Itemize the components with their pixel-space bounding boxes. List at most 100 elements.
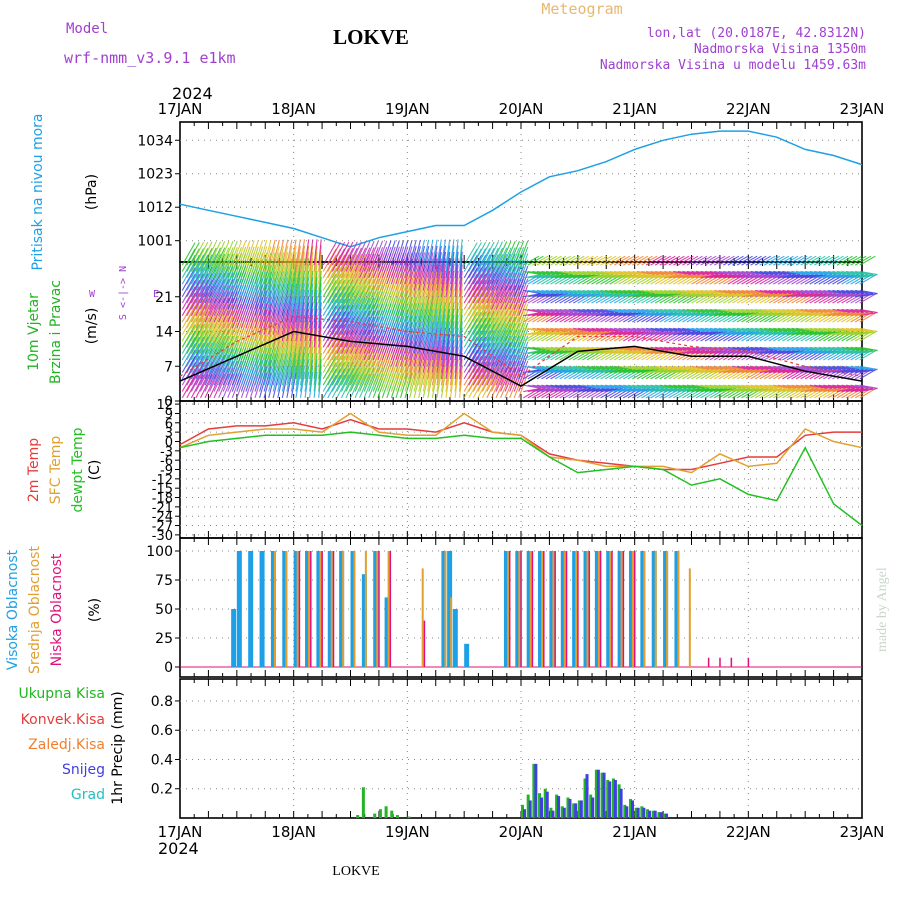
wind-barb — [295, 283, 301, 310]
wind-barb — [327, 355, 341, 380]
wind-barb — [331, 286, 346, 310]
wind-barb — [222, 272, 234, 297]
wind-barb — [459, 264, 463, 291]
wind-barb — [600, 274, 619, 279]
wind-barb — [855, 289, 873, 295]
wind-barb — [295, 252, 301, 278]
wind-barb — [809, 255, 826, 266]
wind-barb — [190, 324, 205, 348]
wind-barb — [627, 330, 646, 336]
wind-barb — [718, 365, 737, 370]
wind-barb — [259, 360, 268, 386]
wind-barb — [559, 270, 578, 276]
precip-bar — [523, 809, 526, 818]
wind-barb — [468, 355, 482, 380]
wind-barb — [836, 289, 855, 295]
pressure-line — [179, 130, 863, 248]
wind-barb — [750, 308, 769, 314]
wind-barb — [732, 384, 751, 389]
cloud-bar — [310, 551, 312, 667]
wind-barb — [805, 349, 823, 355]
wind-barb — [555, 312, 573, 317]
wind-barb — [463, 318, 478, 342]
wind-barb — [741, 387, 760, 393]
wind-barb — [709, 312, 728, 317]
wind-barb — [750, 368, 769, 374]
wind-barb — [586, 368, 605, 374]
wind-barb — [568, 327, 587, 333]
wind-barb — [436, 353, 442, 379]
wind-barb — [431, 289, 438, 316]
wind-barb — [705, 365, 723, 370]
wind-barb — [818, 293, 837, 298]
wind-barb — [331, 374, 346, 399]
wind-barb — [691, 312, 710, 317]
wind-barb — [745, 308, 764, 314]
wind-barb — [841, 255, 858, 266]
wind-barb — [859, 349, 878, 355]
cloud-bar — [565, 551, 568, 667]
wind-barb — [809, 327, 828, 333]
wind-barb — [545, 327, 564, 333]
wind-barb — [295, 359, 301, 386]
wind-barb — [823, 349, 842, 355]
wind-barb — [791, 312, 810, 317]
wind-barb — [564, 346, 582, 351]
wind-barb — [427, 290, 434, 316]
wind-barb — [445, 302, 451, 329]
cloud-bar — [389, 551, 392, 667]
wind-barb — [573, 368, 592, 374]
wind-barb — [318, 302, 322, 329]
wind-barb — [513, 240, 525, 266]
wind-barb — [664, 330, 682, 336]
wind-barb — [632, 312, 651, 317]
wind-barb — [190, 248, 205, 272]
wind-barb — [677, 327, 696, 333]
wind-barb — [500, 272, 512, 297]
wind-barb — [190, 254, 205, 279]
wind-barb — [327, 267, 341, 291]
wind-barb — [777, 255, 794, 266]
wind-barb — [732, 270, 751, 276]
wind-barb — [440, 252, 447, 278]
wind-barb — [695, 270, 714, 276]
wind-barb — [399, 315, 409, 342]
wind-barb — [650, 312, 669, 317]
wind-barb — [263, 265, 272, 291]
wind-barb — [477, 298, 491, 323]
wind-barb — [195, 361, 209, 386]
wind-barb — [504, 348, 516, 373]
wind-barb — [295, 264, 301, 291]
wind-barb — [836, 387, 855, 393]
wind-barb — [218, 291, 230, 316]
wind-barb — [855, 327, 873, 333]
wind-barb — [609, 289, 628, 295]
wind-barb — [645, 293, 664, 298]
cloud-bar — [464, 643, 470, 667]
wind-barb — [404, 265, 413, 291]
wind-barb — [559, 330, 578, 336]
wind-barb — [700, 387, 719, 393]
wind-barb — [249, 246, 259, 272]
wind-barb — [705, 270, 723, 276]
wind-barb — [641, 387, 660, 393]
wind-barb — [527, 274, 546, 279]
wind-barb — [440, 289, 447, 316]
wind-barb — [222, 304, 234, 329]
wind-barb — [259, 366, 268, 392]
wind-barb — [472, 324, 487, 348]
wind-barb — [290, 252, 297, 278]
wind-barb — [418, 252, 426, 278]
wind-barb — [700, 293, 719, 298]
wind-barb — [559, 308, 578, 314]
wind-barb — [723, 346, 742, 351]
wind-barb — [750, 293, 769, 298]
wind-barb — [454, 308, 459, 335]
wind-barb — [350, 247, 362, 272]
wind-barb — [363, 247, 375, 272]
wind-barb — [436, 365, 442, 392]
precip-bar — [611, 778, 615, 818]
wind-barb — [818, 387, 837, 393]
wind-barb — [486, 254, 499, 279]
wind-barb — [600, 368, 619, 374]
